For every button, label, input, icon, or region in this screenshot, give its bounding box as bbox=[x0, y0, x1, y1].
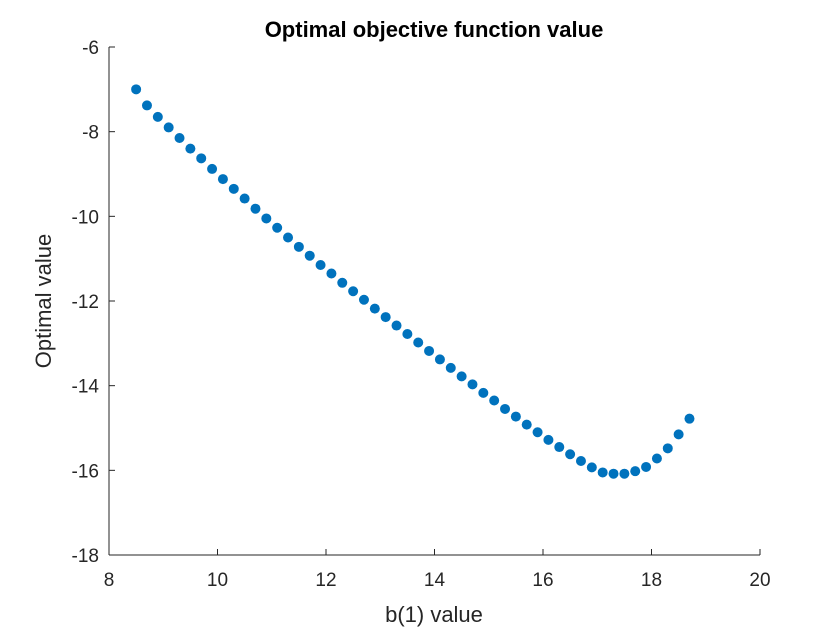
data-point bbox=[326, 268, 337, 279]
data-points bbox=[131, 84, 695, 479]
data-point bbox=[554, 442, 565, 453]
data-point bbox=[152, 111, 163, 122]
data-point bbox=[543, 434, 554, 445]
data-point bbox=[478, 387, 489, 398]
axes bbox=[108, 47, 760, 556]
data-point bbox=[673, 429, 684, 440]
data-point bbox=[500, 403, 511, 414]
data-point bbox=[293, 241, 304, 252]
data-point bbox=[651, 453, 662, 464]
data-point bbox=[315, 260, 326, 271]
x-tick-label: 20 bbox=[749, 570, 770, 591]
data-point bbox=[174, 133, 185, 144]
data-point bbox=[391, 320, 402, 331]
y-tick-label: -6 bbox=[82, 38, 99, 59]
x-tick-label: 8 bbox=[104, 570, 115, 591]
data-point bbox=[662, 443, 673, 454]
y-axis-label: Optimal value bbox=[31, 234, 56, 369]
data-point bbox=[641, 461, 652, 472]
data-point bbox=[630, 466, 641, 477]
data-point bbox=[510, 411, 521, 422]
data-point bbox=[185, 143, 196, 154]
data-point bbox=[141, 100, 152, 111]
data-point bbox=[348, 286, 359, 297]
data-point bbox=[565, 449, 576, 460]
x-tick-label: 10 bbox=[207, 570, 228, 591]
data-point bbox=[575, 456, 586, 467]
data-point bbox=[261, 213, 272, 224]
data-point bbox=[489, 395, 500, 406]
chart-title: Optimal objective function value bbox=[265, 17, 604, 42]
data-point bbox=[445, 362, 456, 373]
data-point bbox=[250, 203, 261, 214]
data-point bbox=[131, 84, 142, 95]
y-tick-label: -8 bbox=[82, 123, 99, 144]
data-point bbox=[413, 337, 424, 348]
data-point bbox=[467, 379, 478, 390]
y-ticks: -6 -8 -10 -12 -14 -16 -18 bbox=[72, 38, 115, 567]
x-axis-label: b(1) value bbox=[385, 602, 483, 627]
data-point bbox=[424, 345, 435, 356]
data-point bbox=[434, 354, 445, 365]
data-point bbox=[163, 122, 174, 133]
data-point bbox=[684, 413, 695, 424]
data-point bbox=[239, 193, 250, 204]
y-tick-label: -16 bbox=[72, 461, 99, 482]
data-point bbox=[532, 427, 543, 438]
y-tick-label: -14 bbox=[72, 377, 100, 398]
data-point bbox=[619, 468, 630, 479]
y-tick-label: -10 bbox=[72, 207, 99, 228]
x-tick-label: 14 bbox=[424, 570, 446, 591]
data-point bbox=[586, 462, 597, 473]
data-point bbox=[228, 183, 239, 194]
data-point bbox=[283, 232, 294, 243]
data-point bbox=[521, 419, 532, 430]
data-point bbox=[337, 277, 348, 288]
data-point bbox=[380, 312, 391, 323]
data-point bbox=[369, 303, 380, 314]
x-tick-label: 16 bbox=[532, 570, 553, 591]
data-point bbox=[207, 163, 218, 174]
data-point bbox=[597, 467, 608, 478]
data-point bbox=[196, 153, 207, 164]
data-point bbox=[272, 222, 283, 233]
data-point bbox=[456, 371, 467, 382]
data-point bbox=[358, 294, 369, 305]
x-ticks: 8 10 12 14 16 18 20 bbox=[104, 549, 771, 591]
y-tick-label: -18 bbox=[72, 546, 99, 567]
data-point bbox=[217, 174, 228, 185]
x-tick-label: 18 bbox=[641, 570, 662, 591]
data-point bbox=[608, 468, 619, 479]
data-point bbox=[304, 250, 315, 261]
y-tick-label: -12 bbox=[72, 292, 99, 313]
data-point bbox=[402, 329, 413, 340]
x-tick-label: 12 bbox=[315, 570, 336, 591]
